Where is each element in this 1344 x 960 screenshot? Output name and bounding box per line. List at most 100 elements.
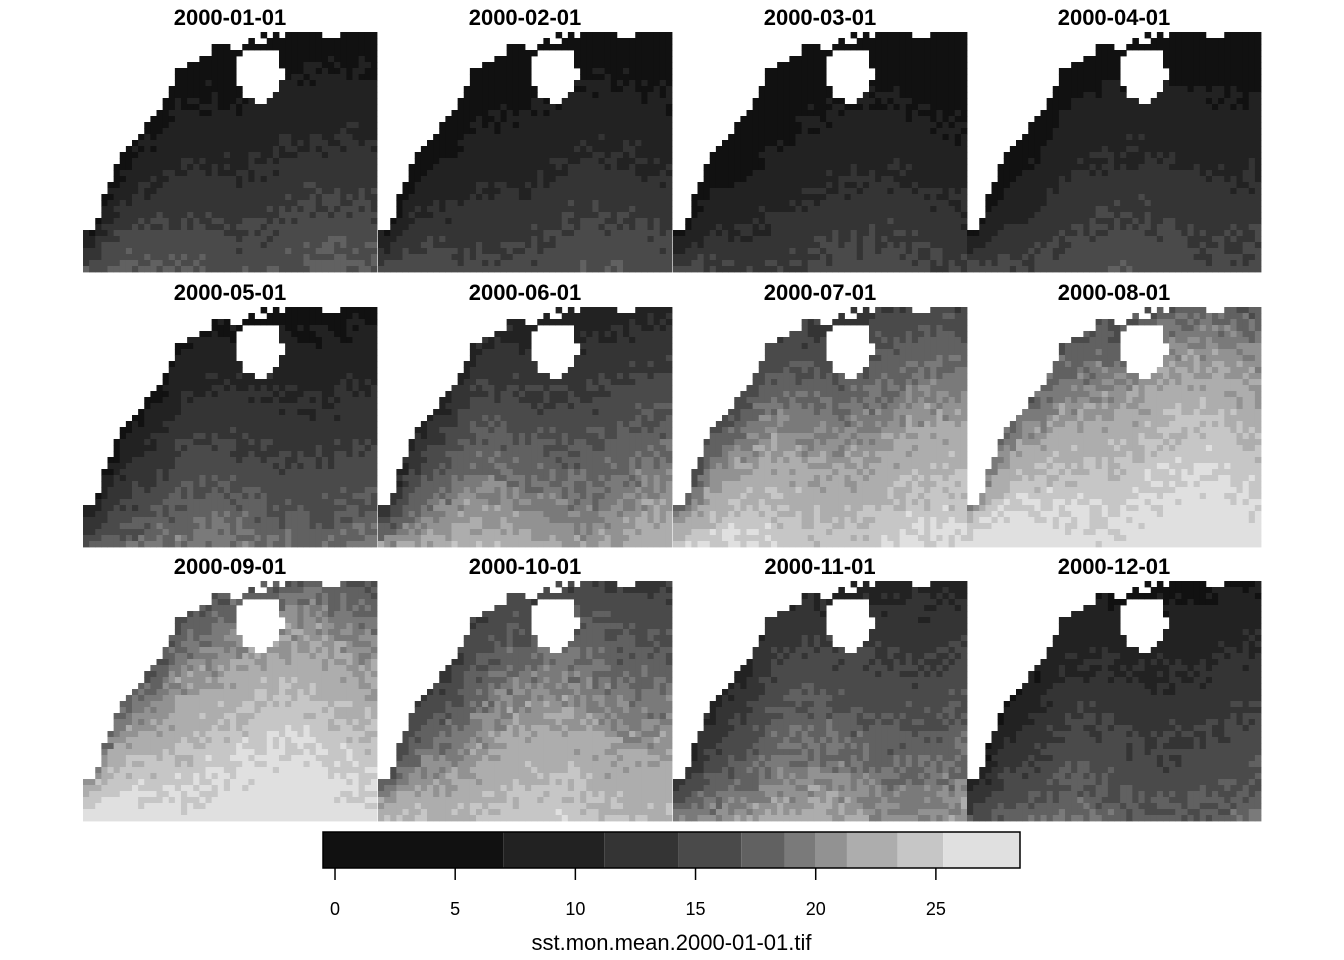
raster-cell xyxy=(168,206,176,213)
raster-cell xyxy=(869,152,876,159)
raster-cell xyxy=(482,218,489,225)
raster-cell xyxy=(463,92,471,99)
raster-cell xyxy=(1193,74,1201,81)
raster-cell xyxy=(370,140,378,147)
raster-cell xyxy=(869,92,876,99)
raster-cell xyxy=(488,128,495,135)
raster-cell xyxy=(936,266,943,273)
raster-cell xyxy=(881,248,888,255)
raster-cell xyxy=(653,224,661,231)
raster-cell xyxy=(156,260,164,267)
raster-cell xyxy=(942,194,950,201)
raster-cell xyxy=(1163,80,1170,87)
raster-cell xyxy=(230,146,237,153)
raster-cell xyxy=(647,158,655,165)
raster-cell xyxy=(647,62,655,69)
raster-cell xyxy=(691,206,698,213)
raster-cell xyxy=(193,200,200,207)
raster-cell xyxy=(807,74,815,81)
raster-cell xyxy=(936,98,943,105)
raster-cell xyxy=(187,140,194,147)
raster-cell xyxy=(315,152,323,159)
raster-cell xyxy=(869,134,876,141)
raster-cell xyxy=(230,110,237,117)
raster-cell xyxy=(758,224,766,231)
raster-cell xyxy=(1083,128,1090,135)
raster-cell xyxy=(887,260,894,267)
raster-cell xyxy=(740,236,747,243)
raster-cell xyxy=(279,248,286,255)
raster-cell xyxy=(531,104,538,111)
raster-cell xyxy=(610,38,618,45)
raster-cell xyxy=(924,128,931,135)
raster-cell xyxy=(659,44,667,51)
raster-cell xyxy=(279,266,286,273)
raster-cell xyxy=(285,92,292,99)
raster-cell xyxy=(954,44,962,51)
raster-cell xyxy=(875,206,882,213)
raster-cell xyxy=(125,170,133,177)
raster-cell xyxy=(266,236,274,243)
raster-cell xyxy=(205,92,213,99)
raster-cell xyxy=(641,236,648,243)
raster-cell xyxy=(771,146,778,153)
raster-cell xyxy=(549,218,557,225)
raster-cell xyxy=(549,212,557,219)
raster-cell xyxy=(905,116,913,123)
raster-cell xyxy=(1144,32,1152,39)
raster-cell xyxy=(119,230,127,237)
raster-cell xyxy=(887,50,894,57)
raster-cell xyxy=(260,188,268,195)
raster-cell xyxy=(911,110,919,117)
raster-cell xyxy=(309,170,317,177)
raster-cell xyxy=(862,98,870,105)
raster-cell xyxy=(181,254,188,261)
raster-cell xyxy=(279,218,286,225)
raster-cell xyxy=(954,188,962,195)
raster-cell xyxy=(199,212,206,219)
raster-cell xyxy=(285,260,292,267)
raster-cell xyxy=(445,218,452,225)
raster-cell xyxy=(746,122,754,129)
raster-cell xyxy=(156,218,164,225)
raster-cell xyxy=(279,104,286,111)
raster-cell xyxy=(610,194,618,201)
raster-cell xyxy=(402,194,410,201)
raster-cell xyxy=(948,134,956,141)
raster-cell xyxy=(494,86,501,93)
raster-cell xyxy=(469,92,477,99)
raster-cell xyxy=(604,92,612,99)
raster-cell xyxy=(838,266,845,273)
raster-cell xyxy=(279,80,286,87)
raster-cell xyxy=(285,170,292,177)
raster-cell xyxy=(820,146,827,153)
raster-cell xyxy=(887,116,894,123)
raster-cell xyxy=(531,50,538,57)
raster-cell xyxy=(869,224,876,231)
raster-cell xyxy=(543,146,550,153)
raster-cell xyxy=(771,92,778,99)
raster-cell xyxy=(1230,104,1237,111)
raster-cell xyxy=(1126,116,1133,123)
raster-cell xyxy=(641,224,648,231)
raster-cell xyxy=(248,170,255,177)
raster-cell xyxy=(826,98,833,105)
raster-cell xyxy=(506,134,514,141)
raster-cell xyxy=(789,110,796,117)
raster-cell xyxy=(918,50,925,57)
raster-cell xyxy=(266,158,274,165)
raster-cell xyxy=(297,146,304,153)
raster-cell xyxy=(463,182,471,189)
raster-cell xyxy=(1205,128,1213,135)
raster-cell xyxy=(789,86,796,93)
raster-cell xyxy=(433,194,440,201)
raster-cell xyxy=(408,224,416,231)
raster-cell xyxy=(728,164,735,171)
raster-cell xyxy=(297,248,304,255)
raster-cell xyxy=(150,164,157,171)
raster-cell xyxy=(838,248,845,255)
raster-cell xyxy=(488,182,495,189)
raster-cell xyxy=(862,206,870,213)
raster-cell xyxy=(862,164,870,171)
raster-cell xyxy=(181,164,188,171)
